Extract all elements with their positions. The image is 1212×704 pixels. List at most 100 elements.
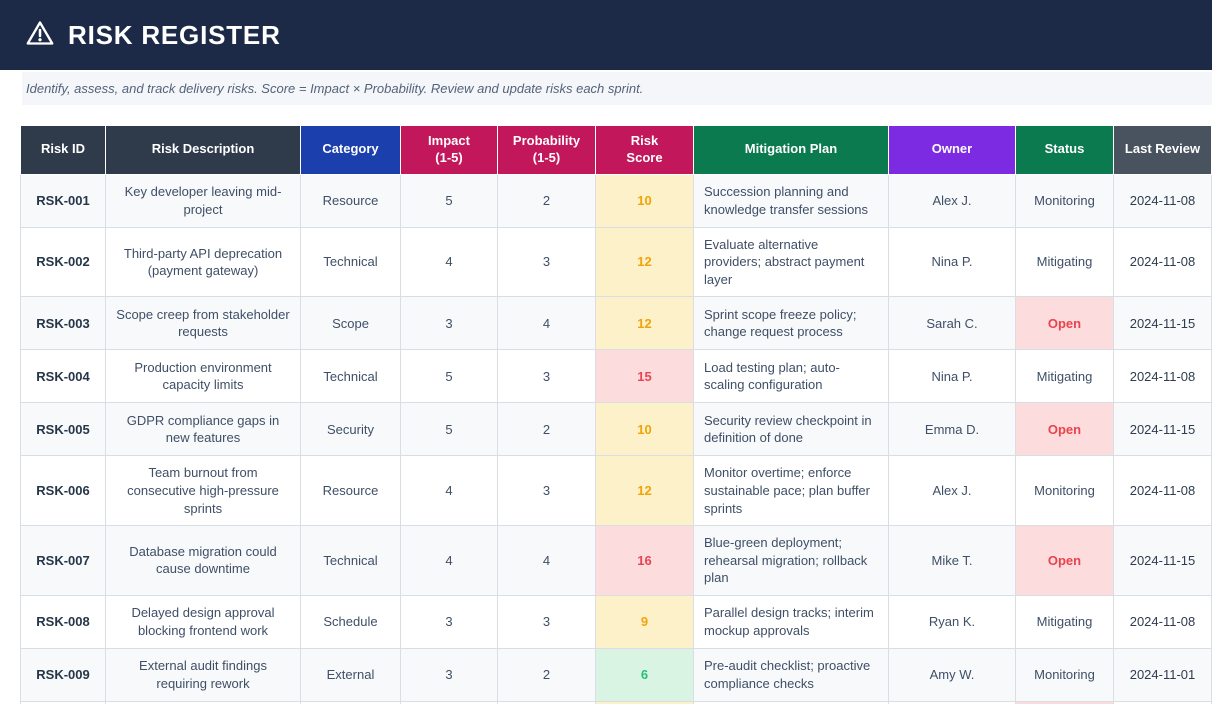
cell-impact: 5 [400,402,498,457]
column-header-probability: Probability (1-5) [497,125,596,175]
cell-category: Resource [300,455,401,527]
cell-mitigation: Pre-audit checklist; proactive complianc… [693,647,889,702]
table-header: Risk ID Risk Description Category Impact (1… [20,125,1212,175]
cell-id: RSK-002 [20,226,106,298]
table-row: RSK-008 Delayed design approval blocking … [20,594,1212,649]
cell-mitigation: Blue-green deployment; rehearsal migrati… [693,525,889,596]
table-row: RSK-003 Scope creep from stakeholder requ… [20,296,1212,351]
cell-id: RSK-007 [20,525,106,596]
cell-owner: Ryan K. [888,594,1016,649]
cell-description: Database migration could cause downtime [105,525,301,596]
cell-probability: 2 [497,173,596,228]
cell-probability: 4 [497,525,596,596]
cell-review: 2024-11-01 [1113,647,1212,702]
subtitle-text: Identify, assess, and track delivery ris… [26,81,644,96]
risk-register-table-container: Risk ID Risk Description Category Impact (1… [20,125,1212,704]
cell-mitigation: Security review checkpoint in definition… [693,402,889,457]
cell-probability: 3 [497,594,596,649]
cell-description: Third-party API deprecation (payment gat… [105,226,301,298]
table-row: RSK-004 Production environment capacity l… [20,349,1212,404]
cell-id: RSK-009 [20,647,106,702]
app-header: RISK REGISTER [0,0,1212,70]
cell-impact: 4 [400,226,498,298]
cell-impact: 3 [400,594,498,649]
cell-status: Open [1015,296,1114,351]
cell-impact: 5 [400,349,498,404]
cell-review: 2024-11-08 [1113,173,1212,228]
cell-score: 10 [595,402,694,457]
cell-review: 2024-11-08 [1113,455,1212,527]
cell-status: Open [1015,402,1114,457]
cell-owner: Nina P. [888,226,1016,298]
cell-owner: Alex J. [888,455,1016,527]
column-header-score: Risk Score [595,125,694,175]
cell-score: 15 [595,349,694,404]
cell-status: Open [1015,525,1114,596]
cell-probability: 3 [497,349,596,404]
cell-review: 2024-11-15 [1113,296,1212,351]
warning-icon [26,20,54,51]
cell-impact: 3 [400,296,498,351]
cell-category: Technical [300,349,401,404]
cell-id: RSK-008 [20,594,106,649]
table-row: RSK-007 Database migration could cause do… [20,525,1212,596]
table-row: RSK-001 Key developer leaving mid-project… [20,173,1212,228]
column-header-category: Category [300,125,401,175]
cell-category: Scope [300,296,401,351]
cell-review: 2024-11-08 [1113,349,1212,404]
table-row: RSK-006 Team burnout from consecutive hig… [20,455,1212,527]
column-header-impact: Impact (1-5) [400,125,498,175]
cell-description: Production environment capacity limits [105,349,301,404]
cell-status: Mitigating [1015,349,1114,404]
cell-mitigation: Sprint scope freeze policy; change reque… [693,296,889,351]
cell-id: RSK-004 [20,349,106,404]
cell-category: Schedule [300,594,401,649]
cell-score: 16 [595,525,694,596]
cell-mitigation: Load testing plan; auto-scaling configur… [693,349,889,404]
cell-impact: 5 [400,173,498,228]
column-header-id: Risk ID [20,125,106,175]
cell-review: 2024-11-15 [1113,700,1212,704]
table-header-row: Risk ID Risk Description Category Impact (1… [20,125,1212,175]
column-header-mitigation: Mitigation Plan [693,125,889,175]
cell-id: RSK-005 [20,402,106,457]
cell-probability: 3 [497,455,596,527]
cell-description: External audit findings requiring rework [105,647,301,702]
table-body: RSK-001 Key developer leaving mid-project… [20,173,1212,704]
table-row: RSK-002 Third-party API deprecation (paym… [20,226,1212,298]
cell-score: 10 [595,173,694,228]
cell-category: External [300,647,401,702]
cell-mitigation: Succession planning and knowledge transf… [693,173,889,228]
cell-mitigation: Parallel design tracks; interim mockup a… [693,594,889,649]
cell-category: Security [300,402,401,457]
cell-probability: 2 [497,402,596,457]
cell-id: RSK-001 [20,173,106,228]
cell-owner: Emma D. [888,402,1016,457]
cell-owner: Sarah C. [888,296,1016,351]
cell-review: 2024-11-08 [1113,594,1212,649]
cell-impact: 4 [400,455,498,527]
cell-description: Team burnout from consecutive high-press… [105,455,301,527]
cell-owner: Amy W. [888,647,1016,702]
cell-description: GDPR compliance gaps in new features [105,402,301,457]
column-header-description: Risk Description [105,125,301,175]
table-row: RSK-005 GDPR compliance gaps in new featu… [20,402,1212,457]
table-row: RSK-010Test automation coverage too low … [20,700,1212,704]
cell-review: 2024-11-15 [1113,402,1212,457]
subtitle-bar: Identify, assess, and track delivery ris… [22,72,1212,105]
cell-description: Scope creep from stakeholder requests [105,296,301,351]
risk-register-table: Risk ID Risk Description Category Impact (1… [20,125,1212,704]
cell-owner: Nina P. [888,349,1016,404]
cell-score: 12 [595,226,694,298]
cell-mitigation: Evaluate alternative providers; abstract… [693,226,889,298]
cell-status: Monitoring [1015,173,1114,228]
cell-probability: 4 [497,296,596,351]
cell-id: RSK-006 [20,455,106,527]
cell-category: Technical [300,525,401,596]
cell-category: Technical [300,226,401,298]
cell-status: Monitoring [1015,455,1114,527]
cell-status: Mitigating [1015,226,1114,298]
cell-score: 12 [595,296,694,351]
cell-mitigation: Monitor overtime; enforce sustainable pa… [693,455,889,527]
column-header-status: Status [1015,125,1114,175]
